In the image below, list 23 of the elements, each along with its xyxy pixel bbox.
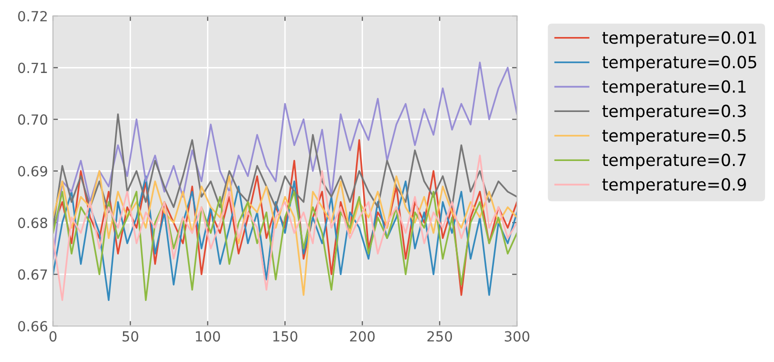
y-tick-label: 0.66 — [18, 320, 48, 332]
y-tick-label: 0.68 — [18, 218, 48, 228]
x-tick-label: 50 — [122, 331, 138, 342]
legend-label: temperature=0.7 — [602, 154, 746, 170]
legend-label: temperature=0.5 — [602, 129, 746, 145]
y-tick-label: 0.71 — [18, 62, 47, 74]
y-tick-label: 0.69 — [18, 166, 48, 176]
x-tick-label: 100 — [196, 331, 220, 342]
x-tick-label: 0 — [49, 331, 56, 342]
x-tick-label: 200 — [350, 331, 375, 342]
line-series — [53, 113, 517, 229]
x-tick-label: 300 — [504, 331, 530, 342]
legend-label: temperature=0.01 — [602, 31, 756, 48]
y-tick-label: 0.72 — [18, 10, 47, 22]
line-series — [53, 62, 517, 260]
x-tick-label: 150 — [273, 331, 298, 342]
y-tick-label: 0.70 — [18, 114, 48, 125]
legend-label: temperature=0.9 — [602, 178, 746, 194]
legend-label: temperature=0.1 — [602, 80, 746, 96]
x-tick-label: 250 — [427, 331, 452, 342]
y-tick-label: 0.67 — [18, 269, 47, 280]
legend-label: temperature=0.3 — [602, 104, 746, 121]
legend-label: temperature=0.05 — [602, 56, 756, 72]
